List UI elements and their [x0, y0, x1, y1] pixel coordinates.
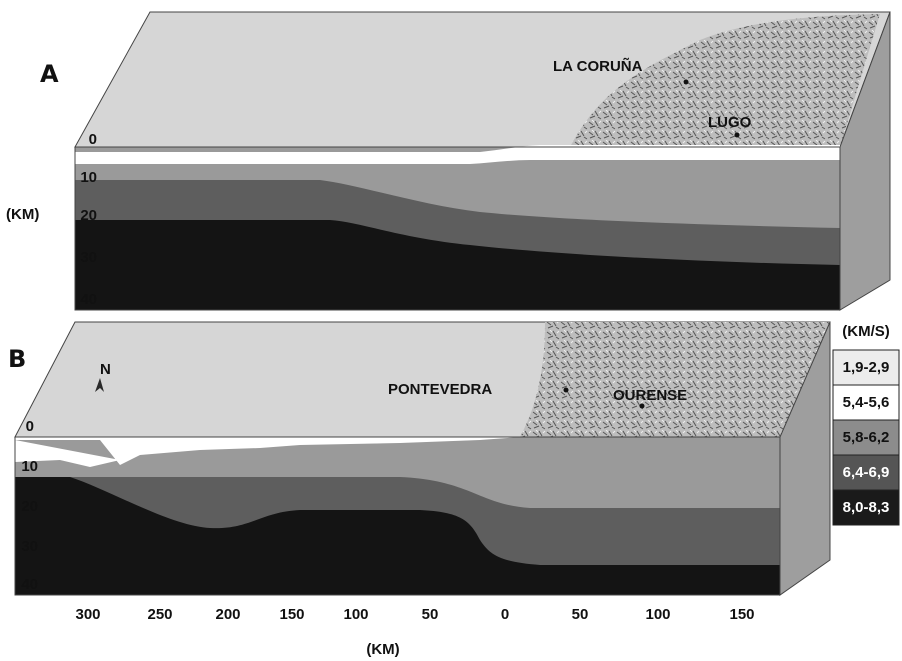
x-tick-label: 100 — [343, 606, 368, 623]
depth-tick-label: 10 — [21, 458, 38, 475]
panel-label: B — [8, 345, 26, 373]
x-tick-label: 150 — [279, 606, 304, 623]
place-label: OURENSE — [613, 387, 687, 404]
depth-tick-label: 10 — [80, 169, 97, 186]
x-tick-label: 50 — [422, 606, 439, 623]
x-tick-label: 100 — [645, 606, 670, 623]
x-axis-label: (KM) — [366, 641, 399, 658]
place-dot — [735, 133, 740, 138]
north-label: N — [100, 361, 111, 378]
x-tick-label: 0 — [501, 606, 509, 623]
panel-label: A — [40, 60, 59, 88]
legend: (KM/S) 1,9-2,9 5,4-5,6 5,8-6,2 6,4-6,9 8… — [833, 323, 899, 525]
depth-tick-label: 20 — [21, 498, 38, 515]
depth-tick-label: 40 — [80, 291, 97, 308]
depth-unit: (KM) — [6, 206, 39, 223]
depth-tick-label: 30 — [21, 538, 38, 555]
legend-title: (KM/S) — [842, 323, 890, 340]
legend-label: 1,9-2,9 — [843, 359, 890, 376]
depth-tick-label: 20 — [80, 207, 97, 224]
x-tick-label: 150 — [729, 606, 754, 623]
block-a — [75, 12, 890, 310]
place-label: LUGO — [708, 114, 752, 131]
x-tick-label: 200 — [215, 606, 240, 623]
depth-tick-label: 30 — [80, 249, 97, 266]
x-tick-label: 300 — [75, 606, 100, 623]
x-axis: 300 250 200 150 100 50 0 50 100 150 (KM) — [75, 606, 754, 658]
legend-label: 5,8-6,2 — [843, 429, 890, 446]
place-label: PONTEVEDRA — [388, 381, 492, 398]
legend-label: 8,0-8,3 — [843, 499, 890, 516]
block-b — [15, 322, 830, 595]
figure: A LA CORUÑA LUGO (KM) 0 10 20 30 40 B N … — [0, 0, 902, 661]
place-dot — [684, 80, 689, 85]
x-tick-label: 50 — [572, 606, 589, 623]
depth-tick-label: 40 — [21, 576, 38, 593]
legend-label: 6,4-6,9 — [843, 464, 890, 481]
place-label: LA CORUÑA — [553, 57, 643, 75]
depth-tick-label: 0 — [89, 131, 97, 148]
x-tick-label: 250 — [147, 606, 172, 623]
place-dot — [564, 388, 569, 393]
place-dot — [640, 404, 645, 409]
legend-label: 5,4-5,6 — [843, 394, 890, 411]
depth-tick-label: 0 — [26, 418, 34, 435]
